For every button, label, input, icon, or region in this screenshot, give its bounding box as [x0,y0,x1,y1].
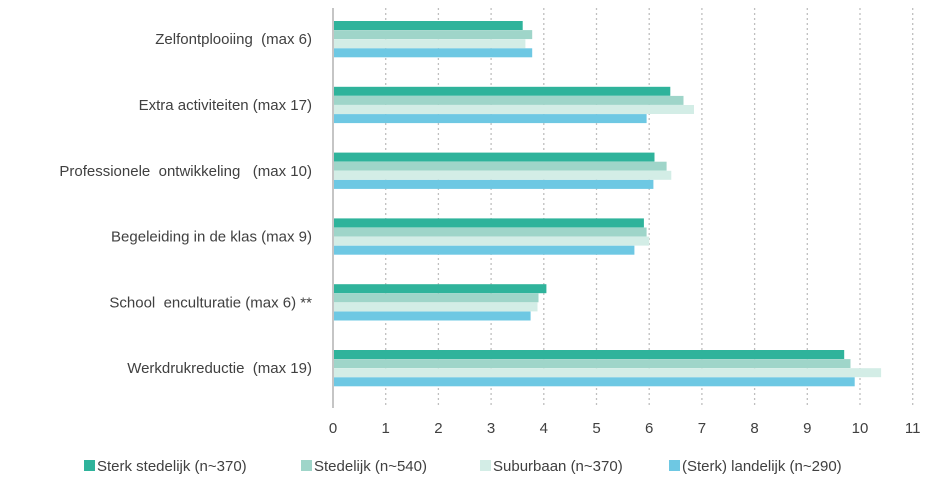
gridlines [332,8,914,408]
x-tick-label: 3 [487,420,495,437]
bars [334,21,882,387]
category-label: School enculturatie (max 6) ** [109,294,312,311]
bar [334,377,855,387]
bar [334,179,654,189]
bar [334,311,531,321]
category-label: Werkdrukreductie (max 19) [127,360,312,377]
x-tick-label: 6 [645,420,653,437]
x-tick-label: 4 [540,420,548,437]
x-axis-tick-labels: 0 1 2 3 4 5 6 7 8 9 10 11 [329,420,921,437]
legend-label: Sterk stedelijk (n~370) [97,458,247,475]
category-labels: Zelfontplooiing (max 6) Extra activiteite… [59,31,312,377]
x-tick-label: 8 [750,420,758,437]
x-tick-label: 7 [698,420,706,437]
bar [334,245,635,255]
bar [334,30,533,40]
x-tick-label: 1 [382,420,390,437]
category-label: Professionele ontwikkeling (max 10) [59,163,312,180]
bar [334,293,539,303]
x-tick-label: 0 [329,420,337,437]
legend-label: Stedelijk (n~540) [314,458,427,475]
bar [334,114,647,124]
bar [334,86,671,96]
legend-label: Suburbaan (n~370) [493,458,623,475]
bar [334,152,655,162]
bar [334,227,647,237]
x-tick-label: 10 [852,420,869,437]
bar [334,368,882,378]
x-tick-label: 2 [434,420,442,437]
bar [334,284,547,294]
bar [334,170,672,180]
legend-swatch [301,460,312,471]
x-tick-label: 5 [592,420,600,437]
legend-label: (Sterk) landelijk (n~290) [682,458,842,475]
legend-swatch [480,460,491,471]
bar [334,21,523,30]
bar [334,359,851,369]
x-tick-label: 11 [905,420,921,437]
legend-swatch [669,460,680,471]
bar [334,218,644,228]
bar [334,48,533,58]
bar [334,39,526,49]
category-label: Begeleiding in de klas (max 9) [111,229,312,246]
bar [334,302,538,312]
legend-swatch [84,460,95,471]
category-label: Extra activiteiten (max 17) [139,97,312,114]
bar [334,236,650,246]
bar [334,161,667,171]
legend: Sterk stedelijk (n~370) Stedelijk (n~540)… [84,458,842,475]
category-label: Zelfontplooiing (max 6) [155,31,312,48]
bar [334,350,845,359]
bar [334,105,694,114]
x-tick-label: 9 [803,420,811,437]
bar [334,95,684,105]
